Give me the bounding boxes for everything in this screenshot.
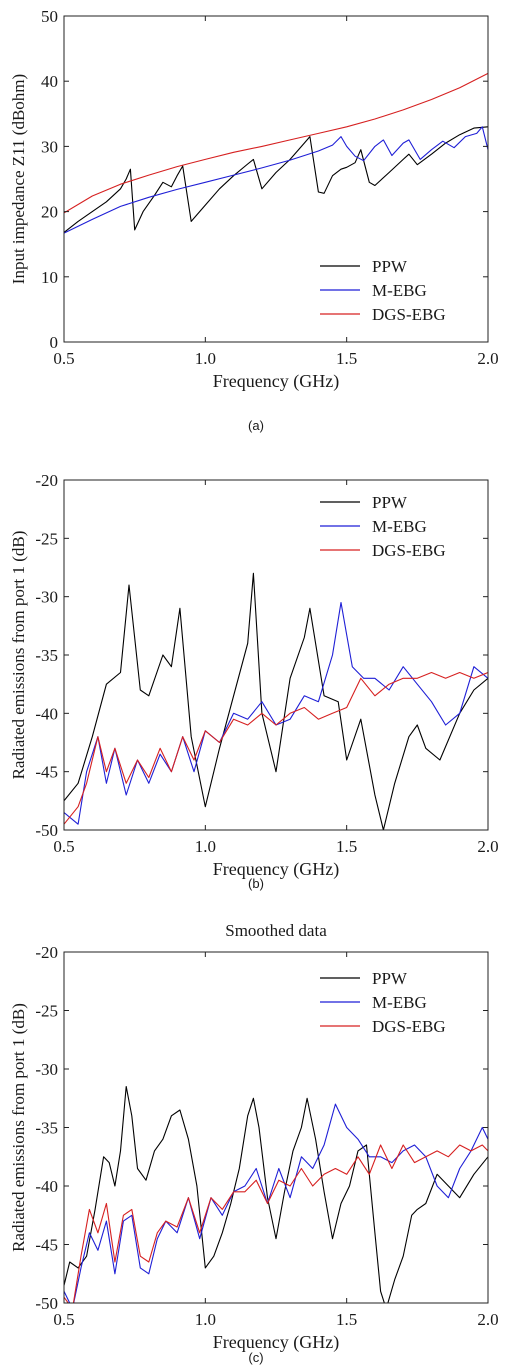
y-tick-label: -30 xyxy=(35,1060,58,1079)
x-tick-label: 1.5 xyxy=(336,1310,357,1329)
x-tick-label: 2.0 xyxy=(477,837,498,856)
x-tick-label: 0.5 xyxy=(53,349,74,368)
x-tick-label: 0.5 xyxy=(53,1310,74,1329)
legend-label-m-ebg: M-EBG xyxy=(372,993,427,1012)
y-tick-label: 50 xyxy=(41,7,58,26)
legend-label-ppw: PPW xyxy=(372,493,408,512)
y-tick-label: -25 xyxy=(35,1002,58,1021)
series-line-m-ebg xyxy=(64,601,488,825)
y-tick-label: -20 xyxy=(35,471,58,490)
plot-frame xyxy=(63,15,489,343)
panel-b: 0.5 1.0 1.5 2.0 -50 -45 -40 -35 -30 -25 -20 Frequen… xyxy=(9,471,499,880)
x-tick-label: 1.5 xyxy=(336,349,357,368)
series-line-ppw xyxy=(64,572,488,830)
y-tick-label: 30 xyxy=(41,137,58,156)
chart-title: Smoothed data xyxy=(225,921,327,940)
x-axis-label: Frequency (GHz) xyxy=(213,371,339,392)
x-tick-label: 1.0 xyxy=(195,837,216,856)
x-tick-label: 1.0 xyxy=(195,349,216,368)
caption-c: (c) xyxy=(248,1350,263,1365)
panel-a: 0.5 1.0 1.5 2.0 0 10 20 30 40 50 Frequency (GHz) In… xyxy=(9,7,499,392)
x-tick-label: 2.0 xyxy=(477,349,498,368)
y-tick-label: -45 xyxy=(35,1236,58,1255)
y-axis-label: Radiated emissions from port 1 (dB) xyxy=(9,1003,28,1252)
x-tick-label: 1.5 xyxy=(336,837,357,856)
series-line-m-ebg xyxy=(64,126,488,234)
y-tick-label: -35 xyxy=(35,646,58,665)
y-tick-label: -20 xyxy=(35,943,58,962)
legend-label-m-ebg: M-EBG xyxy=(372,281,427,300)
y-axis-label: Radiated emissions from port 1 (dB) xyxy=(9,531,28,780)
y-tick-label: -25 xyxy=(35,529,58,548)
legend-label-dgs-ebg: DGS-EBG xyxy=(372,541,446,560)
y-tick-label: -40 xyxy=(35,704,58,723)
y-tick-label: -35 xyxy=(35,1119,58,1138)
y-tick-label: 20 xyxy=(41,203,58,222)
y-tick-label: -50 xyxy=(35,1294,58,1313)
x-tick-label: 1.0 xyxy=(195,1310,216,1329)
series-line-ppw xyxy=(64,1085,488,1303)
legend-label-ppw: PPW xyxy=(372,257,408,276)
legend-label-dgs-ebg: DGS-EBG xyxy=(372,305,446,324)
y-tick-label: -45 xyxy=(35,763,58,782)
y-axis-label: Input impedance Z11 (dBohm) xyxy=(9,74,28,284)
x-tick-label: 0.5 xyxy=(53,837,74,856)
x-tick-label: 2.0 xyxy=(477,1310,498,1329)
x-axis-label: Frequency (GHz) xyxy=(213,1332,339,1353)
series-line-dgs-ebg xyxy=(64,1144,488,1303)
series-line-ppw xyxy=(64,126,488,233)
y-tick-label: -40 xyxy=(35,1177,58,1196)
x-axis-label: Frequency (GHz) xyxy=(213,859,339,880)
caption-b: (b) xyxy=(248,876,264,891)
y-tick-label: -30 xyxy=(35,588,58,607)
y-tick-label: 10 xyxy=(41,268,58,287)
series-line-dgs-ebg xyxy=(64,72,488,214)
panel-c: 0.5 1.0 1.5 2.0 -50 -45 -40 -35 -30 -25 -20 Frequen… xyxy=(9,921,499,1353)
legend-label-dgs-ebg: DGS-EBG xyxy=(372,1017,446,1036)
series-line-m-ebg xyxy=(64,1103,488,1303)
y-tick-label: 40 xyxy=(41,72,58,91)
caption-a: (a) xyxy=(248,418,264,433)
legend-label-ppw: PPW xyxy=(372,969,408,988)
y-tick-label: -50 xyxy=(35,821,58,840)
series-line-dgs-ebg xyxy=(64,671,488,825)
legend-label-m-ebg: M-EBG xyxy=(372,517,427,536)
y-tick-label: 0 xyxy=(50,333,59,352)
